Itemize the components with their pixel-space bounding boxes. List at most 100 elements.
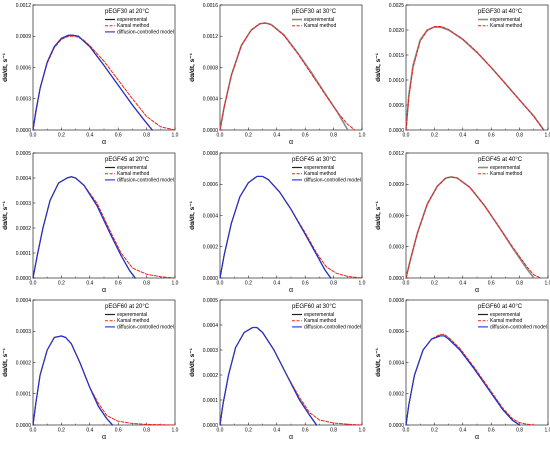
y-axis-label: dα/dt, s⁻¹: [189, 201, 196, 230]
legend-label: Kamal method: [304, 23, 336, 29]
legend-label: Kamal method: [117, 318, 149, 324]
x-tick-label: 0.0: [30, 133, 37, 139]
x-tick-label: 0.2: [58, 281, 65, 287]
x-tick-label: 0.2: [431, 133, 438, 139]
chart-panel-1: 0.0 0.2 0.4 0.6 0.8 1.0 0.0000 0.0003 0.0006 0.00…: [2, 3, 179, 146]
chart-title: pEGF45 at 20°C: [105, 157, 150, 163]
legend-label: experemental: [117, 312, 147, 318]
y-tick-label: 0.0008: [203, 151, 219, 157]
x-tick-label: 0.0: [217, 133, 224, 139]
x-tick-label: 0.8: [143, 133, 150, 139]
y-tick-label: 0.0004: [203, 213, 219, 219]
x-tick-label: 0.8: [330, 281, 337, 287]
x-tick-label: 1.0: [359, 428, 366, 434]
series-line-diffusion: [219, 175, 332, 279]
series-line-kamal: [405, 176, 542, 279]
x-axis-label: α: [102, 139, 106, 146]
legend-label: Kamal method: [304, 318, 336, 324]
x-tick-label: 0.8: [143, 281, 150, 287]
series-line-kamal: [219, 22, 356, 131]
x-axis-label: α: [475, 139, 479, 146]
y-tick-label: 0.0012: [16, 3, 32, 9]
series-line-experimental_light: [219, 22, 349, 131]
plot-frame: [219, 152, 363, 279]
y-tick-label: 0.0001: [16, 392, 32, 398]
plot-frame: [32, 152, 176, 279]
chart-panel-7: 0.0 0.2 0.4 0.6 0.8 1.0 0.0000 0.0001 0.0002 0.00…: [2, 298, 179, 441]
y-tick-label: 0.0008: [389, 298, 405, 304]
y-tick-label: 0.0000: [16, 423, 32, 429]
y-tick-label: 0.0006: [389, 329, 405, 335]
y-tick-label: 0.0005: [389, 103, 405, 109]
legend-label: experemental: [490, 17, 520, 23]
legend-label: experemental: [304, 165, 334, 171]
y-tick-label: 0.0016: [203, 3, 219, 9]
y-axis-label: dα/dt, s⁻¹: [375, 53, 382, 82]
y-axis-label: dα/dt, s⁻¹: [2, 348, 9, 377]
x-tick-label: 1.0: [359, 133, 366, 139]
legend-label: Kamal method: [490, 318, 522, 324]
y-tick-label: 0.0006: [389, 213, 405, 219]
y-tick-label: 0.0006: [203, 182, 219, 188]
y-tick-label: 0.0002: [203, 373, 219, 379]
series-line-experimental_light: [405, 176, 535, 279]
x-tick-label: 0.4: [273, 281, 280, 287]
series-line-kamal: [405, 26, 545, 131]
y-tick-label: 0.0000: [389, 276, 405, 282]
x-tick-label: 0.6: [115, 428, 122, 434]
x-tick-label: 0.2: [245, 281, 252, 287]
series-line-diffusion: [32, 335, 114, 426]
y-tick-label: 0.0008: [203, 65, 219, 71]
x-axis-label: α: [475, 434, 479, 441]
series-line-experimental_light: [405, 26, 545, 131]
x-tick-label: 0.0: [403, 281, 410, 287]
x-tick-label: 0.4: [459, 281, 466, 287]
plot-frame: [405, 4, 549, 131]
x-tick-label: 0.6: [302, 281, 309, 287]
y-tick-label: 0.0004: [16, 298, 32, 304]
y-tick-label: 0.0003: [16, 201, 32, 207]
legend-label: Kamal method: [117, 23, 149, 29]
x-tick-label: 0.2: [58, 428, 65, 434]
legend-label: diffusion-controlled model: [490, 324, 547, 330]
y-axis-label: dα/dt, s⁻¹: [375, 348, 382, 377]
x-tick-label: 0.0: [403, 428, 410, 434]
series-line-experimental: [32, 176, 136, 279]
y-tick-label: 0.0005: [203, 298, 219, 304]
x-tick-label: 1.0: [172, 428, 179, 434]
y-tick-label: 0.0010: [389, 78, 405, 84]
chart-panel-2: 0.0 0.2 0.4 0.6 0.8 1.0 0.0000 0.0004 0.0008 0.00…: [189, 3, 366, 146]
x-tick-label: 0.8: [143, 428, 150, 434]
x-tick-label: 0.8: [516, 428, 523, 434]
x-tick-label: 0.2: [245, 428, 252, 434]
legend-label: experemental: [117, 17, 147, 23]
y-tick-label: 0.0000: [389, 423, 405, 429]
legend-label: diffusion-controlled model: [117, 29, 174, 35]
y-axis-label: dα/dt, s⁻¹: [2, 201, 9, 230]
x-tick-label: 0.4: [86, 133, 93, 139]
series-line-experimental: [219, 175, 332, 279]
x-tick-label: 0.2: [245, 133, 252, 139]
series-line-diffusion: [219, 326, 318, 426]
y-tick-label: 0.0004: [203, 323, 219, 329]
chart-panel-8: 0.0 0.2 0.4 0.6 0.8 1.0 0.0000 0.0001 0.0002 0.00…: [189, 298, 366, 441]
x-tick-label: 0.6: [302, 428, 309, 434]
chart-panel-5: 0.0 0.2 0.4 0.6 0.8 1.0 0.0000 0.0002 0.0004 0.00…: [189, 151, 366, 294]
x-tick-label: 0.8: [330, 428, 337, 434]
y-tick-label: 0.0004: [16, 176, 32, 182]
x-tick-label: 0.4: [273, 428, 280, 434]
y-tick-label: 0.0000: [16, 276, 32, 282]
legend-label: experemental: [117, 165, 147, 171]
y-tick-label: 0.0002: [203, 245, 219, 251]
legend-label: Kamal method: [117, 171, 149, 177]
plot-frame: [32, 299, 176, 426]
x-tick-label: 0.0: [217, 281, 224, 287]
x-tick-label: 0.6: [488, 133, 495, 139]
x-tick-label: 0.8: [516, 133, 523, 139]
y-tick-label: 0.0001: [16, 251, 32, 257]
x-tick-label: 0.2: [431, 428, 438, 434]
x-tick-label: 0.4: [86, 428, 93, 434]
y-tick-label: 0.0015: [389, 53, 405, 59]
plot-frame: [405, 299, 549, 426]
plot-frame: [405, 152, 549, 279]
